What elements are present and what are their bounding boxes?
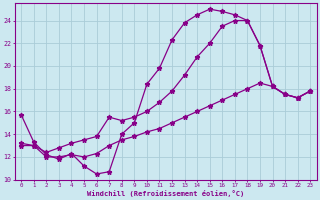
X-axis label: Windchill (Refroidissement éolien,°C): Windchill (Refroidissement éolien,°C)	[87, 190, 244, 197]
